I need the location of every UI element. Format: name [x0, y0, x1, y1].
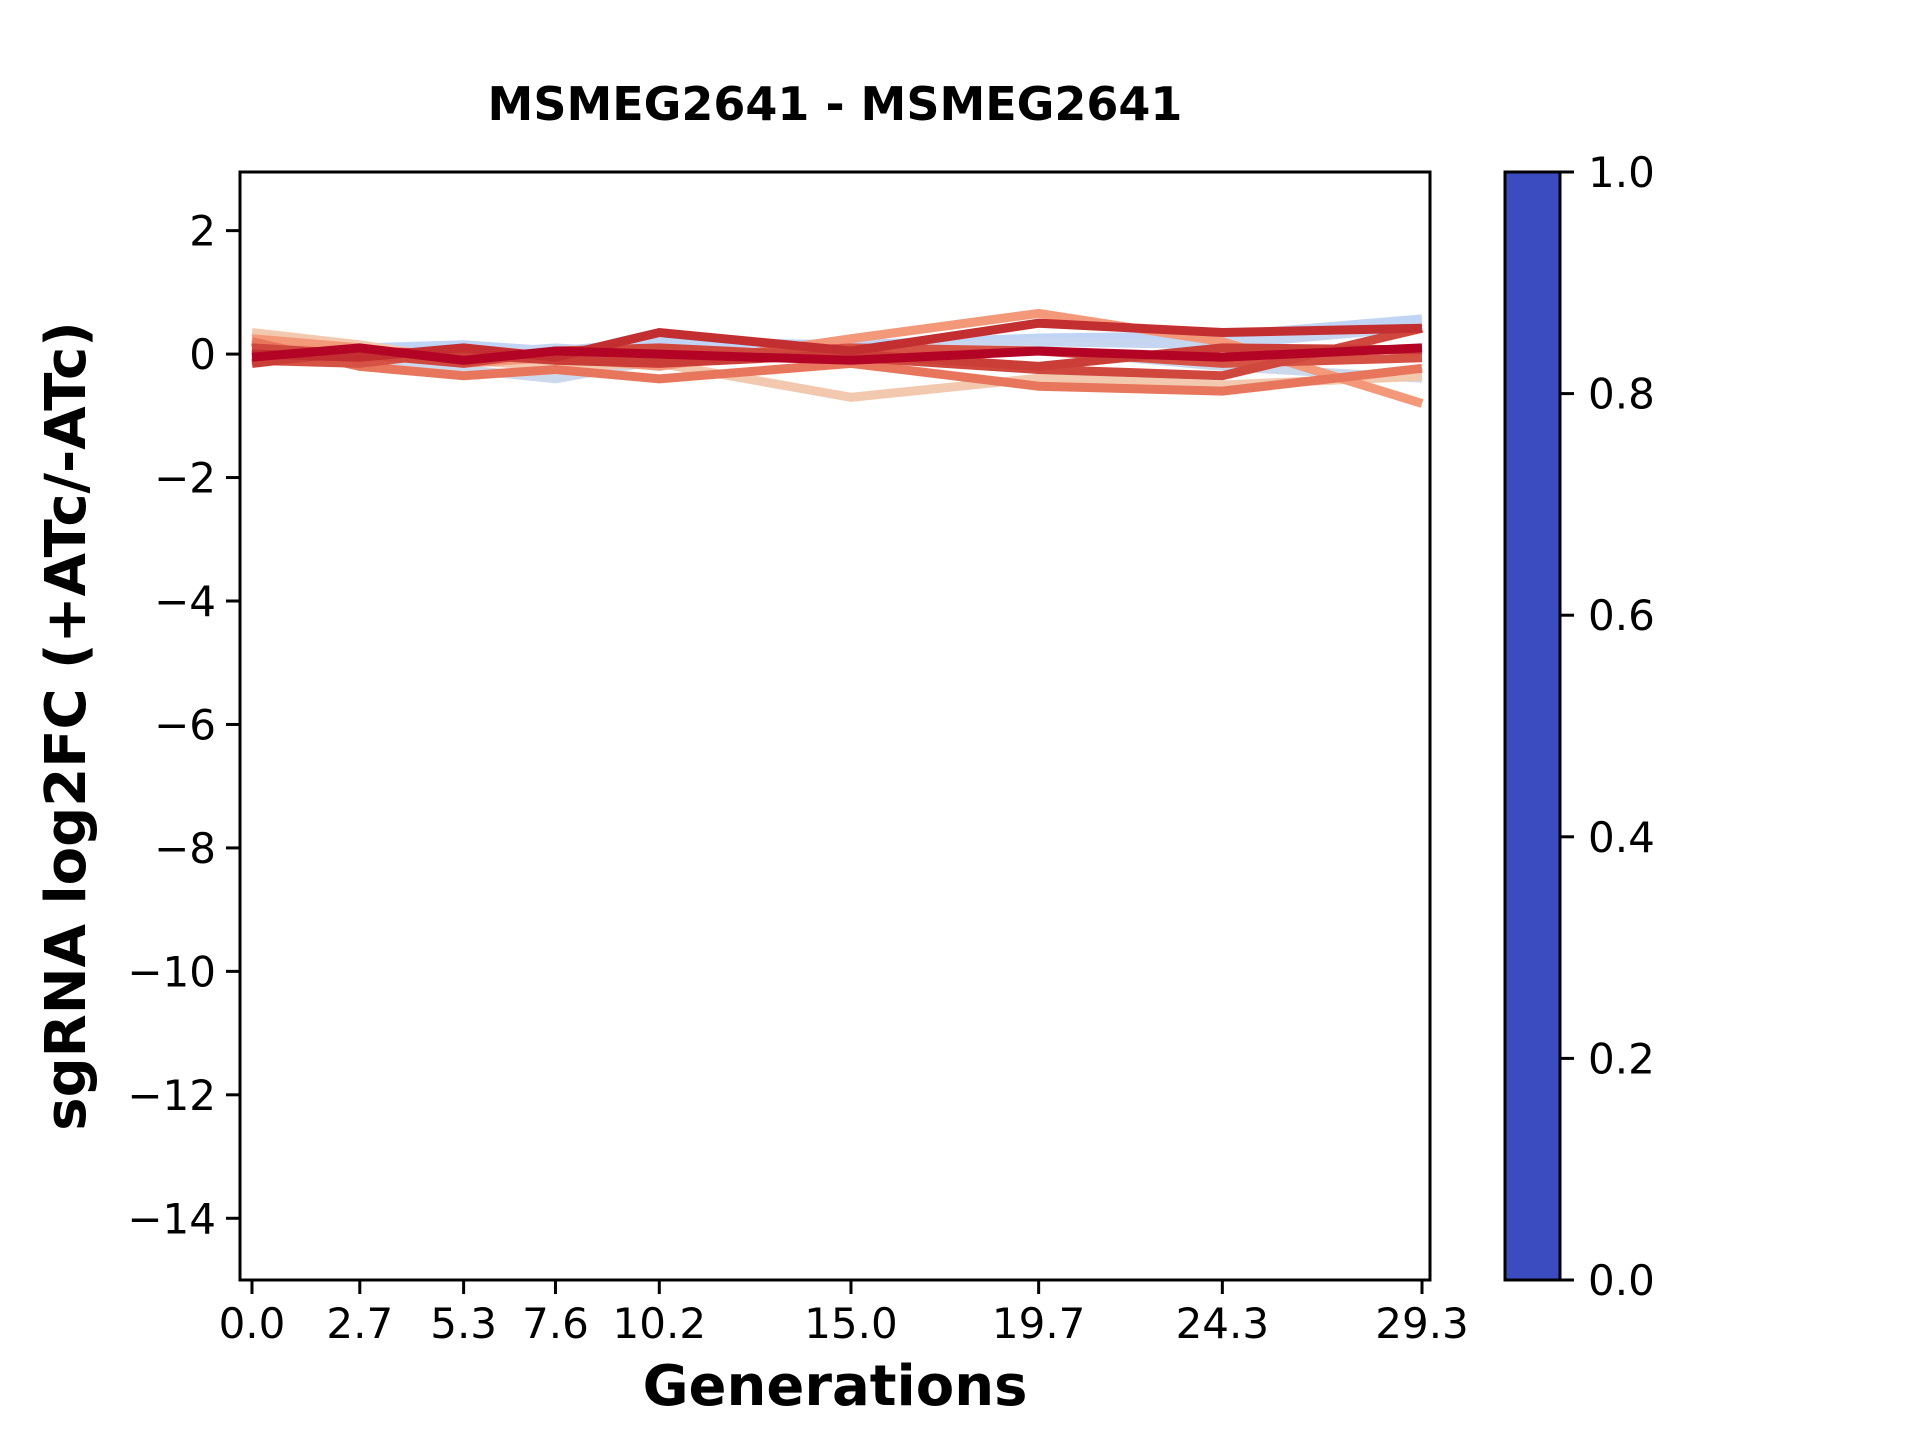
x-tick-label: 7.6 — [522, 1299, 589, 1348]
x-tick-label: 19.7 — [992, 1299, 1086, 1348]
series-lines — [250, 308, 1424, 408]
y-tick-label: −8 — [154, 824, 216, 873]
y-tick-label: 0 — [189, 330, 216, 379]
x-tick-label: 10.2 — [613, 1299, 707, 1348]
colorbar-tick-label: 0.8 — [1588, 370, 1655, 419]
y-tick-label: −14 — [127, 1194, 216, 1243]
series-line — [250, 337, 1423, 396]
y-axis-ticks: 2 0 −2 −4 −6 −8 −10 −12 −14 — [127, 207, 240, 1243]
colorbar-tick-label: 0.0 — [1588, 1256, 1655, 1305]
colorbar — [1503, 170, 1562, 1282]
x-tick-label: 2.7 — [326, 1299, 393, 1348]
chart-title: MSMEG2641 - MSMEG2641 — [488, 77, 1183, 131]
y-tick-label: −12 — [127, 1071, 216, 1120]
colorbar-ticks: 0.0 0.2 0.4 0.6 0.8 1.0 — [1560, 148, 1655, 1305]
y-axis-label: sgRNA log2FC (+ATc/-ATc) — [34, 321, 99, 1131]
series-line — [251, 343, 1423, 365]
y-tick-label: −6 — [154, 700, 216, 749]
x-axis-label: Generations — [643, 1354, 1028, 1419]
y-tick-label: −4 — [154, 577, 216, 626]
x-tick-label: 0.0 — [219, 1299, 286, 1348]
colorbar-tick-label: 0.2 — [1588, 1034, 1655, 1083]
x-tick-label: 15.0 — [804, 1299, 898, 1348]
x-axis-ticks: 0.0 2.7 5.3 7.6 10.2 15.0 19.7 24.3 29.3 — [219, 1280, 1469, 1348]
colorbar-tick-label: 1.0 — [1588, 148, 1655, 197]
x-tick-label: 5.3 — [430, 1299, 497, 1348]
x-tick-label: 29.3 — [1375, 1299, 1469, 1348]
x-tick-label: 24.3 — [1176, 1299, 1270, 1348]
colorbar-tick-label: 0.4 — [1588, 813, 1655, 862]
colorbar-tick-label: 0.6 — [1588, 591, 1655, 640]
y-tick-label: −10 — [127, 947, 216, 996]
y-tick-label: −2 — [154, 454, 216, 503]
y-tick-label: 2 — [189, 207, 216, 256]
